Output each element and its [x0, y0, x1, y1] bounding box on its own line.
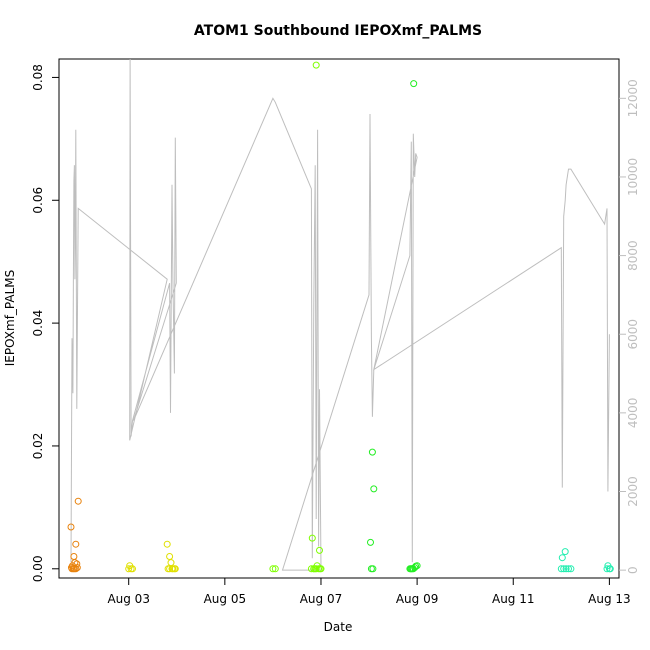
data-point — [167, 559, 175, 567]
y-axis-left: 0.00 0.02 0.04 0.06 0.08 — [31, 64, 59, 582]
data-point — [73, 560, 81, 568]
x-tick-label: Aug 11 — [492, 592, 535, 606]
y-tick-label: 0.04 — [31, 310, 45, 337]
y2-tick-label: 4000 — [626, 398, 640, 429]
x-tick-label: Aug 13 — [588, 592, 631, 606]
data-point — [562, 565, 570, 573]
data-point — [368, 448, 376, 456]
x-axis-label: Date — [324, 620, 353, 634]
data-point — [567, 565, 575, 573]
data-point — [561, 548, 569, 556]
data-point — [129, 565, 136, 573]
data-point — [271, 565, 279, 573]
x-tick-label: Aug 03 — [107, 592, 150, 606]
data-point — [73, 564, 81, 572]
data-point — [72, 540, 80, 548]
data-point — [558, 554, 566, 562]
data-point — [557, 565, 565, 573]
x-tick-label: Aug 09 — [396, 592, 439, 606]
data-point — [316, 565, 324, 573]
x-axis: Aug 03 Aug 05 Aug 07 Aug 09 Aug 11 Aug 13 — [107, 578, 631, 606]
data-point — [407, 565, 415, 573]
y-tick-label: 0.06 — [31, 187, 45, 214]
x-tick-label: Aug 07 — [300, 592, 343, 606]
x-tick-label: Aug 05 — [204, 592, 247, 606]
y-axis-right: 0 2000 4000 6000 8000 10000 12000 — [619, 79, 640, 574]
data-point — [269, 565, 277, 573]
y2-tick-label: 8000 — [626, 240, 640, 271]
y2-tick-label: 10000 — [626, 158, 640, 196]
data-point — [413, 562, 421, 570]
data-point — [163, 540, 171, 548]
y2-tick-label: 0 — [626, 566, 640, 574]
data-point — [166, 553, 174, 560]
data-point — [307, 565, 315, 573]
secondary-line-series — [70, 58, 610, 571]
y-axis-label: IEPOXmf_PALMS — [3, 270, 17, 367]
data-point — [74, 497, 82, 505]
scatter-points — [67, 61, 614, 573]
data-point — [410, 80, 418, 88]
data-point — [606, 565, 614, 573]
y2-tick-label: 6000 — [626, 319, 640, 350]
data-point — [603, 565, 611, 573]
y-tick-label: 0.02 — [31, 433, 45, 460]
data-point — [308, 534, 316, 542]
data-point — [171, 565, 179, 573]
data-point — [367, 538, 374, 546]
data-point — [67, 523, 75, 531]
data-point — [169, 565, 177, 573]
data-point — [369, 565, 377, 573]
y-tick-label: 0.00 — [31, 555, 45, 582]
data-point — [316, 546, 323, 554]
data-point — [565, 565, 572, 573]
data-point — [312, 61, 320, 69]
y-tick-label: 0.08 — [31, 64, 45, 91]
plot-frame — [58, 58, 620, 579]
y2-tick-label: 12000 — [626, 79, 640, 117]
data-point — [125, 565, 133, 573]
chart-title: ATOM1 Southbound IEPOXmf_PALMS — [194, 23, 482, 39]
data-point — [70, 553, 78, 560]
y2-tick-label: 2000 — [626, 476, 640, 507]
data-point — [560, 565, 568, 573]
secondary-line — [70, 58, 610, 571]
data-point — [370, 485, 378, 493]
